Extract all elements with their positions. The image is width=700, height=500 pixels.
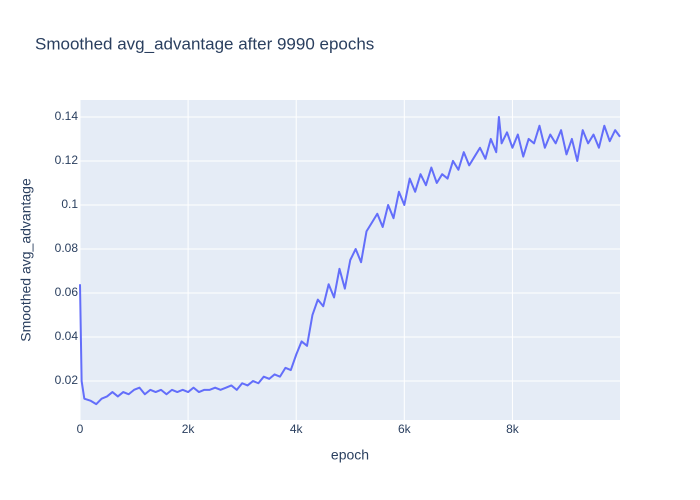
y-tick-label: 0.1 (61, 197, 78, 211)
chart-title: Smoothed avg_advantage after 9990 epochs (35, 34, 374, 53)
y-tick-label: 0.08 (55, 241, 79, 255)
y-tick-label: 0.02 (55, 373, 79, 387)
y-tick-label: 0.04 (55, 329, 79, 343)
x-tick-label: 2k (182, 422, 196, 436)
data-line (79, 115, 621, 406)
x-axis-title: epoch (331, 447, 369, 463)
y-tick-label: 0.06 (55, 285, 79, 299)
x-tick-label: 4k (290, 422, 304, 436)
x-tick-label: 0 (77, 422, 84, 436)
y-axis-title: Smoothed avg_advantage (18, 178, 34, 342)
x-tick-label: 6k (398, 422, 412, 436)
y-tick-label: 0.12 (55, 153, 79, 167)
x-tick-label: 8k (506, 422, 520, 436)
y-tick-label: 0.14 (55, 109, 79, 123)
